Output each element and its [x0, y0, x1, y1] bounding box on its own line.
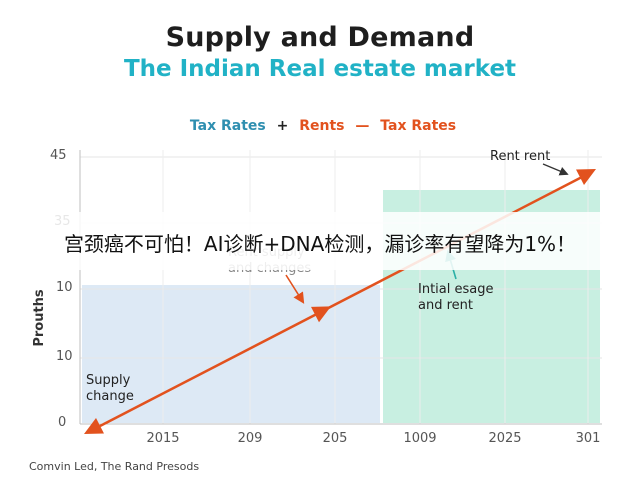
x-tick-label: 2015 — [146, 431, 179, 446]
overlay-banner — [0, 212, 640, 270]
overlay-banner-text: 宫颈癌不可怕！AI诊断+DNA检测，漏诊率有望降为1%！ — [63, 232, 577, 256]
x-tick-label: 209 — [238, 431, 263, 446]
annotation-line: and rent — [418, 298, 473, 313]
legend: Tax Rates + Rents — Tax Rates — [0, 118, 640, 134]
chart-title: Supply and Demand — [165, 22, 475, 53]
y-tick-label: 10 — [56, 349, 73, 364]
legend-tax-rates-2: Tax Rates — [380, 118, 457, 134]
y-tick-label: 10 — [56, 280, 73, 295]
x-tick-label: 1009 — [403, 431, 436, 446]
y-axis-label: Prouths — [32, 289, 47, 347]
annotation-arrow — [542, 163, 569, 176]
chart-footer: Comvin Led, The Rand Presods — [29, 460, 200, 473]
annotation-line: Supply — [86, 373, 131, 388]
line-start-arrowhead — [84, 418, 104, 434]
annotation-initial-usage: Intial esage and rent — [418, 282, 498, 313]
annotation-arrow — [285, 274, 305, 304]
y-tick-label: 0 — [58, 415, 66, 430]
annotation-line: change — [86, 389, 134, 404]
x-tick-label: 2025 — [488, 431, 521, 446]
annotation-rent-rent: Rent rent — [490, 149, 550, 164]
annotation-line: Intial esage — [418, 282, 493, 297]
x-tick-label: 205 — [323, 431, 348, 446]
legend-rents: Rents — [299, 118, 345, 134]
legend-tax-rates: Tax Rates — [189, 118, 266, 134]
y-tick-label: 45 — [50, 148, 67, 163]
x-tick-label: 301 — [576, 431, 601, 446]
line-end-arrowhead — [576, 169, 596, 185]
chart-subtitle: The Indian Real estate market — [123, 56, 517, 82]
data-point-marker — [311, 306, 331, 323]
annotation-supply-change: Supply change — [86, 373, 134, 404]
legend-dash: — — [355, 118, 370, 134]
legend-plus: + — [276, 118, 289, 134]
